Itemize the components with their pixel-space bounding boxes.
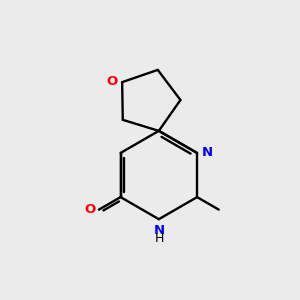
Circle shape: [111, 76, 124, 88]
Text: H: H: [155, 232, 164, 245]
Text: N: N: [202, 146, 213, 159]
Circle shape: [153, 218, 166, 231]
Text: N: N: [154, 224, 165, 238]
Text: O: O: [84, 202, 95, 215]
Text: O: O: [106, 75, 118, 88]
Circle shape: [89, 203, 102, 216]
Circle shape: [195, 146, 208, 159]
